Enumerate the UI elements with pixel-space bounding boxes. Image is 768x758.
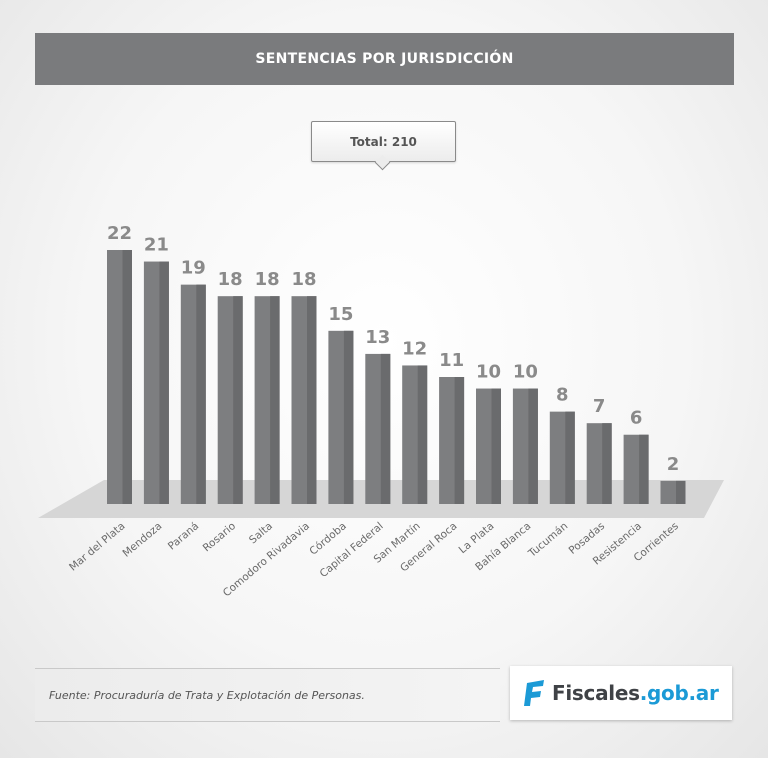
bar-13 [549, 411, 575, 504]
bar-2 [143, 261, 169, 504]
bar-11 [476, 388, 501, 504]
bar-12 [512, 388, 538, 504]
bar-9 [402, 365, 428, 504]
bar-chart: 22 21 19 18 18 18 15 13 12 11 10 10 8 7 6 2 Mar del Pla… [38, 223, 724, 599]
bar-5 [254, 296, 280, 504]
source-text: Fuente: Procuraduría de Trata y Explotac… [49, 688, 365, 702]
bar-8 [365, 353, 391, 504]
value-label-16: 2 [667, 454, 680, 475]
value-label-2: 21 [144, 235, 169, 256]
bars-group [107, 250, 686, 504]
value-labels-group: 22 21 19 18 18 18 15 13 12 11 10 10 8 7 6 2 [107, 223, 679, 475]
value-label-4: 18 [218, 269, 243, 290]
category-label-4: Rosario [201, 520, 238, 554]
bar-10 [439, 377, 465, 504]
value-label-6: 18 [291, 269, 316, 290]
logo-name: Fiscales [552, 681, 640, 705]
value-label-13: 8 [556, 385, 569, 406]
chart-title: SENTENCIAS POR JURISDICCIÓN [35, 33, 734, 85]
value-label-10: 11 [439, 350, 464, 371]
fiscales-logo[interactable]: Fiscales .gob.ar [510, 666, 732, 720]
bar-14 [586, 423, 612, 504]
value-label-9: 12 [402, 338, 427, 359]
bar-16 [660, 480, 686, 504]
value-label-15: 6 [630, 408, 643, 429]
bar-4 [217, 296, 243, 504]
value-label-3: 19 [181, 258, 206, 279]
total-label: Total: 210 [350, 134, 417, 149]
bar-15 [623, 434, 649, 504]
category-label-5: Salta [247, 520, 275, 546]
value-label-1: 22 [107, 223, 132, 244]
value-label-7: 15 [328, 304, 353, 325]
bar-7 [328, 330, 354, 504]
category-label-8: Capital Federal [318, 520, 386, 580]
value-label-8: 13 [365, 327, 390, 348]
value-label-12: 10 [513, 362, 538, 383]
source-strip: Fuente: Procuraduría de Trata y Explotac… [35, 668, 500, 722]
value-label-11: 10 [476, 362, 501, 383]
total-badge: Total: 210 [311, 121, 456, 171]
bar-1 [107, 250, 132, 504]
logo-domain: .gob.ar [639, 681, 719, 705]
category-label-2: Mendoza [120, 520, 164, 560]
category-label-13: Tucumán [526, 520, 571, 560]
bar-6 [291, 296, 317, 504]
value-label-5: 18 [255, 269, 280, 290]
bar-3 [180, 284, 206, 504]
value-label-14: 7 [593, 396, 606, 417]
fiscales-f-icon [524, 680, 544, 706]
category-label-3: Paraná [166, 520, 201, 552]
category-label-1: Mar del Plata [67, 520, 127, 573]
